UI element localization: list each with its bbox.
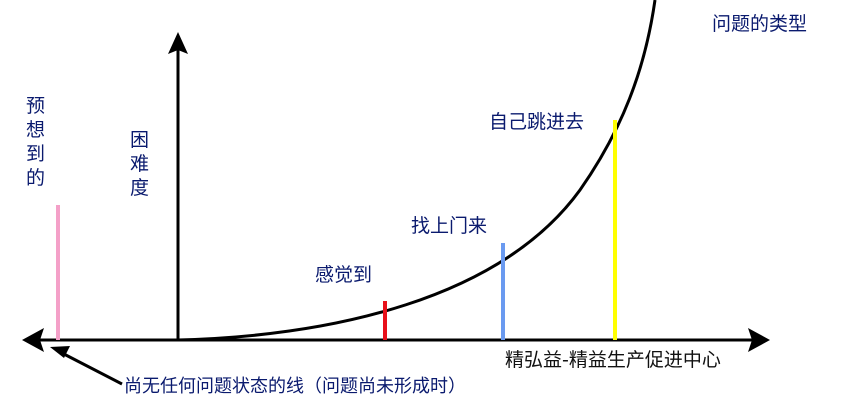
- baseline-note-arrowhead: [50, 346, 70, 358]
- baseline-note-arrow-shaft: [59, 350, 123, 386]
- difficulty-axis-label-char: 困: [130, 129, 149, 151]
- difficulty-curve: [177, 0, 657, 342]
- anticipated-label-char: 想: [26, 119, 45, 141]
- baseline-note: 尚无任何问题状态的线（问题尚未形成时）: [124, 376, 466, 397]
- difficulty-axis-label-char: 难: [130, 153, 149, 175]
- baseline-right-arrowhead: [748, 328, 770, 352]
- marker-label-came-to-door: 找上门来: [411, 215, 487, 237]
- anticipated-label-char: 预: [26, 95, 45, 117]
- baseline-left-arrowhead: [22, 328, 44, 352]
- watermark: 精弘益-精益生产促进中心: [505, 349, 721, 371]
- diagram-title: 问题的类型: [712, 13, 807, 35]
- anticipated-label-char: 到: [26, 143, 45, 165]
- marker-label-felt: 感觉到: [315, 264, 372, 286]
- marker-label-jumped-in: 自己跳进去: [489, 111, 584, 133]
- difficulty-axis-label-char: 度: [130, 177, 149, 199]
- anticipated-label-char: 的: [26, 167, 45, 189]
- difficulty-axis-arrowhead: [168, 32, 188, 54]
